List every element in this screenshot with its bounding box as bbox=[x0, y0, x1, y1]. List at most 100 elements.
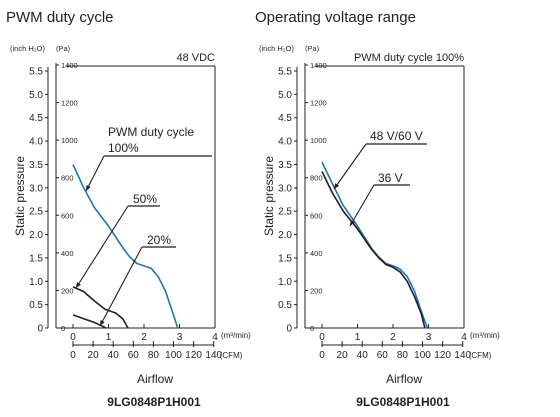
x-tick-label-cfm: 80 bbox=[397, 350, 409, 361]
x-tick-label-cfm: 140 bbox=[454, 350, 471, 361]
annotation-20-arrow bbox=[99, 246, 143, 327]
x-tick-label: 3 bbox=[426, 332, 432, 343]
y-tick-label-inch: 0.5 bbox=[29, 300, 43, 311]
y-tick-label-inch: 5.0 bbox=[29, 90, 43, 101]
annotation-48v-arrow-head bbox=[334, 183, 340, 189]
series-line-2 bbox=[321, 171, 426, 329]
y-tick-label-pa: 400 bbox=[61, 249, 74, 258]
x-tick-label: 1 bbox=[355, 332, 361, 343]
y-tick-label-pa: 600 bbox=[61, 211, 74, 220]
y-tick-label-pa: 1200 bbox=[310, 99, 327, 108]
annotation-50-arrow-head bbox=[76, 282, 81, 288]
y-tick-label-pa: 200 bbox=[310, 286, 323, 295]
y-unit-inch: (inch H₂O) bbox=[259, 44, 295, 53]
x-tick-label-cfm: 20 bbox=[88, 350, 100, 361]
x-tick-label-cfm: 40 bbox=[108, 350, 120, 361]
annotation-100-arrow-head bbox=[86, 185, 91, 191]
series-line-3 bbox=[72, 314, 107, 329]
x-tick-label: 2 bbox=[141, 332, 147, 343]
annotation-pwm-label: PWM duty cycle bbox=[108, 125, 194, 139]
x-unit-cfm: (CFM) bbox=[469, 351, 492, 360]
model-label: 9LG0848P1H001 bbox=[356, 395, 450, 409]
x-tick-label-cfm: 60 bbox=[128, 350, 140, 361]
x-tick-label: 1 bbox=[106, 332, 112, 343]
annotation-36v-arrow-head bbox=[350, 220, 355, 226]
annotation-48v-arrow bbox=[333, 143, 367, 190]
annotation-100-label: 100% bbox=[108, 141, 139, 155]
y-tick-label-inch: 4.0 bbox=[278, 137, 292, 148]
y-tick-label-pa: 1000 bbox=[61, 136, 78, 145]
x-tick-label: 2 bbox=[390, 332, 396, 343]
y-tick-label-pa: 1200 bbox=[61, 99, 78, 108]
annotation-20-label: 20% bbox=[147, 233, 171, 247]
y-tick-label-inch: 3.0 bbox=[29, 183, 43, 194]
y-tick-label-inch: 4.5 bbox=[29, 113, 43, 124]
y-tick-label-inch: 3.5 bbox=[278, 160, 292, 171]
y-axis-label: Static pressure bbox=[13, 156, 27, 236]
y-tick-label-inch: 0 bbox=[37, 324, 43, 335]
annotation-50-arrow bbox=[75, 205, 129, 289]
x-tick-label-cfm: 100 bbox=[414, 350, 431, 361]
annotation-48v-label: 48 V/60 V bbox=[370, 129, 423, 143]
y-tick-label-pa: 1400 bbox=[61, 61, 78, 70]
y-tick-label-pa: 1000 bbox=[310, 136, 327, 145]
annotation-20-arrow-head bbox=[100, 320, 105, 326]
annotation-100-arrow bbox=[85, 155, 105, 192]
x-axis-label: Airflow bbox=[386, 372, 422, 386]
x-tick-label-cfm: 40 bbox=[357, 350, 369, 361]
y-unit-inch: (inch H₂O) bbox=[10, 44, 46, 53]
x-tick-label-cfm: 80 bbox=[148, 350, 160, 361]
y-tick-label-inch: 0.5 bbox=[278, 300, 292, 311]
y-tick-label-inch: 3.0 bbox=[278, 183, 292, 194]
y-unit-pa: (Pa) bbox=[56, 44, 71, 53]
y-tick-label-inch: 5.5 bbox=[29, 67, 43, 78]
y-tick-label-pa: 400 bbox=[310, 249, 323, 258]
x-tick-label-cfm: 100 bbox=[165, 350, 182, 361]
x-tick-label-cfm: 140 bbox=[205, 350, 222, 361]
x-tick-label-cfm: 120 bbox=[185, 350, 202, 361]
y-tick-label-inch: 0 bbox=[286, 324, 292, 335]
y-axis-label: Static pressure bbox=[262, 156, 276, 236]
series-line-1 bbox=[321, 161, 429, 329]
x-unit-m3: (m³/min) bbox=[470, 331, 500, 340]
x-tick-label-cfm: 60 bbox=[377, 350, 389, 361]
y-tick-label-inch: 3.5 bbox=[29, 160, 43, 171]
y-tick-label-pa: 800 bbox=[61, 174, 74, 183]
header-note: 48 VDC bbox=[176, 52, 215, 64]
x-axis-label: Airflow bbox=[137, 372, 173, 386]
x-unit-cfm: (CFM) bbox=[220, 351, 243, 360]
series-line-2 bbox=[72, 286, 129, 329]
y-tick-label-inch: 4.5 bbox=[278, 113, 292, 124]
y-tick-label-pa: 600 bbox=[310, 211, 323, 220]
y-tick-label-inch: 1.5 bbox=[29, 253, 43, 264]
y-tick-label-inch: 2.0 bbox=[29, 230, 43, 241]
y-tick-label-inch: 1.0 bbox=[278, 277, 292, 288]
series-line-1 bbox=[72, 164, 179, 329]
x-tick-label-cfm: 20 bbox=[337, 350, 349, 361]
y-tick-label-inch: 2.5 bbox=[29, 207, 43, 218]
header-note: PWM duty cycle 100% bbox=[354, 52, 464, 64]
chart-title: Operating voltage range bbox=[255, 9, 416, 26]
y-tick-label-inch: 1.5 bbox=[278, 253, 292, 264]
y-tick-label-inch: 5.0 bbox=[278, 90, 292, 101]
y-tick-label-pa: 200 bbox=[61, 286, 74, 295]
x-tick-label: 0 bbox=[319, 332, 325, 343]
chart-title: PWM duty cycle bbox=[6, 9, 114, 26]
x-tick-label-cfm: 0 bbox=[70, 350, 76, 361]
y-tick-label-inch: 2.0 bbox=[278, 230, 292, 241]
annotation-50-label: 50% bbox=[133, 192, 157, 206]
x-unit-m3: (m³/min) bbox=[221, 331, 251, 340]
annotation-36v-label: 36 V bbox=[378, 171, 403, 185]
y-tick-label-pa: 800 bbox=[310, 174, 323, 183]
y-tick-label-pa: 1400 bbox=[310, 61, 327, 70]
y-unit-pa: (Pa) bbox=[305, 44, 320, 53]
y-tick-label-inch: 1.0 bbox=[29, 277, 43, 288]
x-tick-label: 0 bbox=[70, 332, 76, 343]
y-tick-label-inch: 4.0 bbox=[29, 137, 43, 148]
x-tick-label: 4 bbox=[212, 332, 218, 343]
model-label: 9LG0848P1H001 bbox=[107, 395, 201, 409]
x-tick-label: 4 bbox=[461, 332, 467, 343]
x-tick-label: 3 bbox=[177, 332, 183, 343]
annotation-36v-arrow bbox=[349, 184, 375, 227]
